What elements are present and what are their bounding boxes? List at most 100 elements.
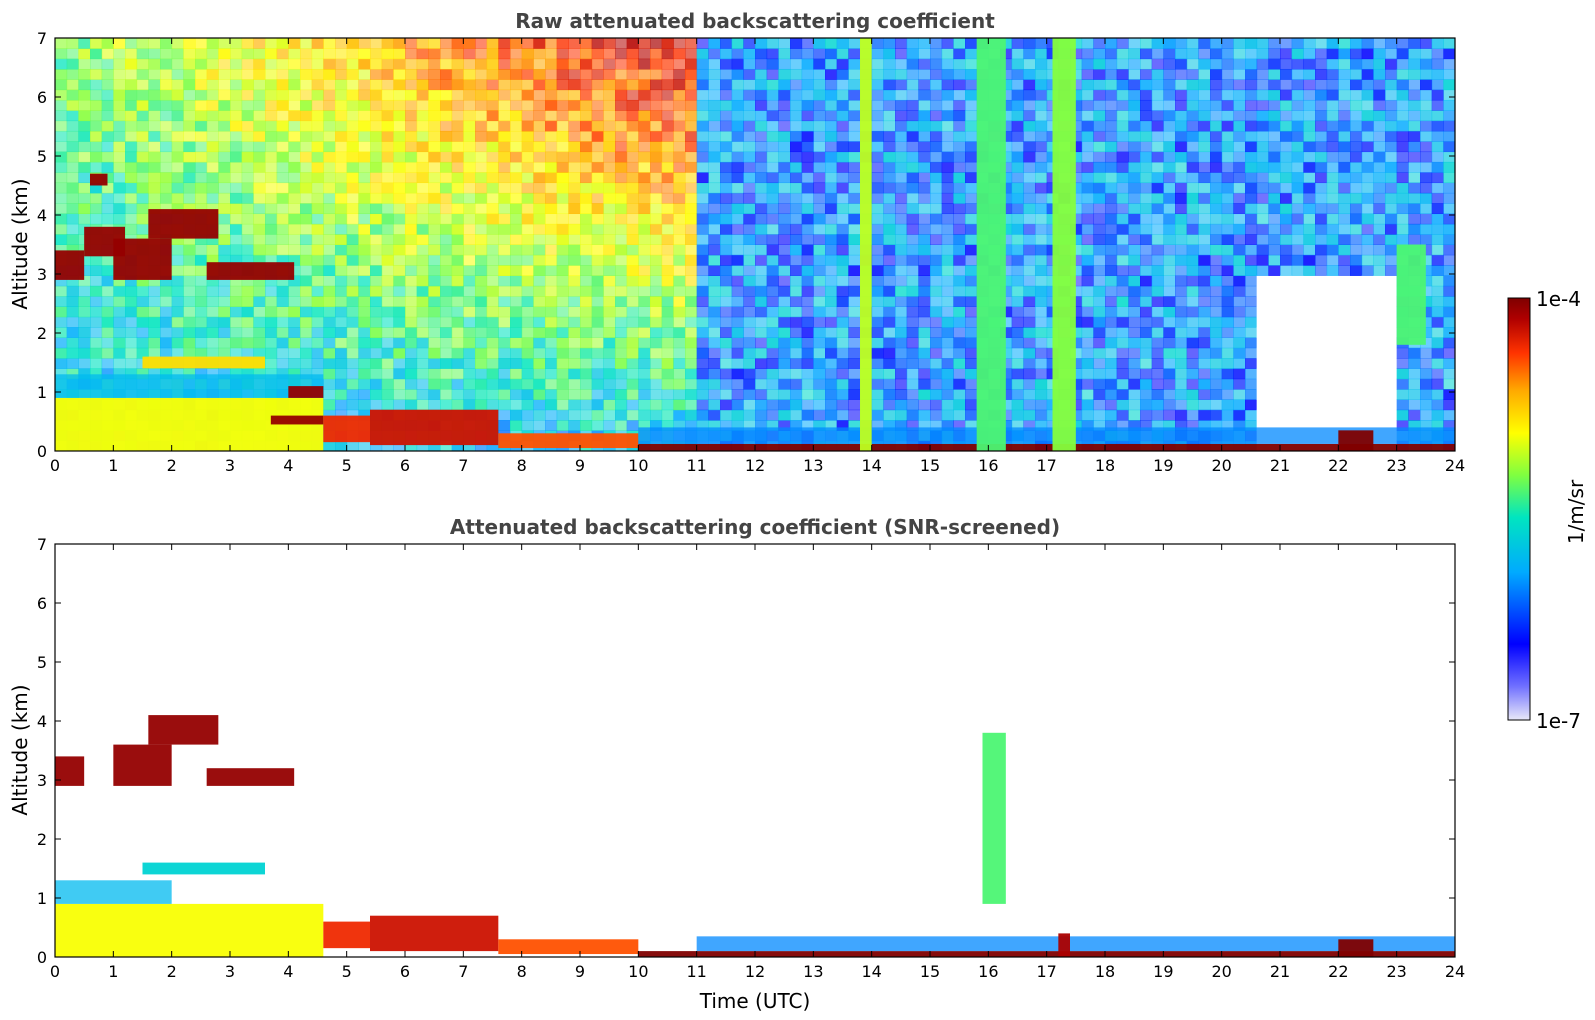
heat-cell xyxy=(1081,234,1094,245)
heat-cell xyxy=(708,409,721,421)
heat-cell xyxy=(626,358,639,369)
heat-cell xyxy=(1303,141,1316,153)
heat-cell xyxy=(521,234,534,245)
heat-cell xyxy=(1186,79,1199,91)
heat-cell xyxy=(790,182,803,194)
heat-cell xyxy=(1256,378,1269,390)
heat-cell xyxy=(556,79,569,91)
heat-cell xyxy=(1198,316,1211,328)
heat-cell xyxy=(755,58,768,70)
heat-cell xyxy=(720,192,733,204)
heat-cell xyxy=(1245,409,1258,421)
heat-cell xyxy=(568,58,581,70)
heat-cell xyxy=(1326,223,1339,235)
heat-cell xyxy=(1420,327,1433,338)
heat-cell xyxy=(696,358,709,369)
heat-cell xyxy=(288,316,301,328)
heat-cell xyxy=(265,296,278,307)
heat-cell xyxy=(55,120,68,132)
heat-cell xyxy=(766,99,779,111)
heat-cell xyxy=(615,141,628,153)
heat-cell xyxy=(1011,38,1024,49)
heat-cell xyxy=(661,48,674,60)
heat-cell xyxy=(1116,244,1129,256)
heat-cell xyxy=(1023,347,1036,359)
heat-cell xyxy=(323,79,336,91)
heat-cell xyxy=(1291,48,1304,60)
heat-cell xyxy=(90,296,103,307)
panel-raw-title: Raw attenuated backscattering coefficien… xyxy=(515,9,995,33)
heat-cell xyxy=(90,161,103,173)
heat-cell xyxy=(615,151,628,163)
heat-cell xyxy=(591,265,604,276)
heat-cell xyxy=(1105,223,1118,235)
heat-cell xyxy=(965,182,978,194)
heat-cell xyxy=(78,213,91,225)
heat-cell xyxy=(300,275,313,287)
heat-cell xyxy=(1443,306,1455,318)
heat-cell xyxy=(918,306,931,318)
heat-cell xyxy=(1105,378,1118,390)
heat-cell xyxy=(1385,130,1398,142)
heat-cell xyxy=(1373,89,1386,101)
heat-cell xyxy=(416,254,429,266)
heat-cell xyxy=(848,285,861,297)
heat-cell xyxy=(871,389,884,400)
heat-cell xyxy=(276,99,289,111)
heat-cell xyxy=(1443,58,1455,70)
heat-cell xyxy=(510,161,523,173)
heat-cell xyxy=(1350,378,1363,390)
heat-cell xyxy=(498,89,511,101)
heat-cell xyxy=(1256,358,1269,369)
heat-cell xyxy=(1245,120,1258,132)
heat-cell xyxy=(451,296,464,307)
heat-cell xyxy=(90,254,103,266)
heat-cell xyxy=(323,99,336,111)
heat-cell xyxy=(195,275,208,287)
heat-cell xyxy=(825,254,838,266)
heat-cell xyxy=(1000,120,1013,132)
heat-cell xyxy=(626,275,639,287)
heat-cell xyxy=(708,285,721,297)
heat-cell xyxy=(1151,327,1164,338)
heat-cell xyxy=(1396,130,1409,142)
heat-cell xyxy=(673,306,686,318)
heat-cell xyxy=(1128,120,1141,132)
heat-cell xyxy=(463,110,476,122)
heat-cell xyxy=(918,38,931,49)
heat-cell xyxy=(1105,409,1118,421)
heat-cell xyxy=(1011,213,1024,225)
heat-cell xyxy=(195,151,208,163)
heat-cell xyxy=(1210,89,1223,101)
heat-cell xyxy=(895,110,908,122)
heat-cell xyxy=(1023,399,1036,411)
heat-cell xyxy=(253,58,266,70)
heat-cell xyxy=(183,275,196,287)
heat-cell xyxy=(650,327,663,338)
heat-cell xyxy=(55,161,68,173)
heat-cell xyxy=(836,68,849,80)
heat-cell xyxy=(1268,68,1281,80)
heat-cell xyxy=(1105,399,1118,411)
heat-cell xyxy=(90,192,103,204)
heat-cell xyxy=(451,358,464,369)
heat-cell xyxy=(1280,420,1293,431)
heat-cell xyxy=(848,378,861,390)
heat-cell xyxy=(871,172,884,184)
heat-cell xyxy=(405,337,418,349)
heat-cell xyxy=(801,296,814,307)
heat-cell xyxy=(335,110,348,122)
heat-cell xyxy=(440,337,453,349)
heat-cell xyxy=(1420,182,1433,194)
heat-cell xyxy=(253,254,266,266)
heat-cell xyxy=(1338,420,1351,431)
heat-cell xyxy=(615,68,628,80)
y-tick-label: 3 xyxy=(37,265,47,284)
heat-cell xyxy=(440,161,453,173)
heat-cell xyxy=(358,275,371,287)
heat-cell xyxy=(743,223,756,235)
heat-cell xyxy=(1338,347,1351,359)
heat-cell xyxy=(1081,296,1094,307)
heat-cell xyxy=(930,182,943,194)
heat-cell xyxy=(1338,110,1351,122)
